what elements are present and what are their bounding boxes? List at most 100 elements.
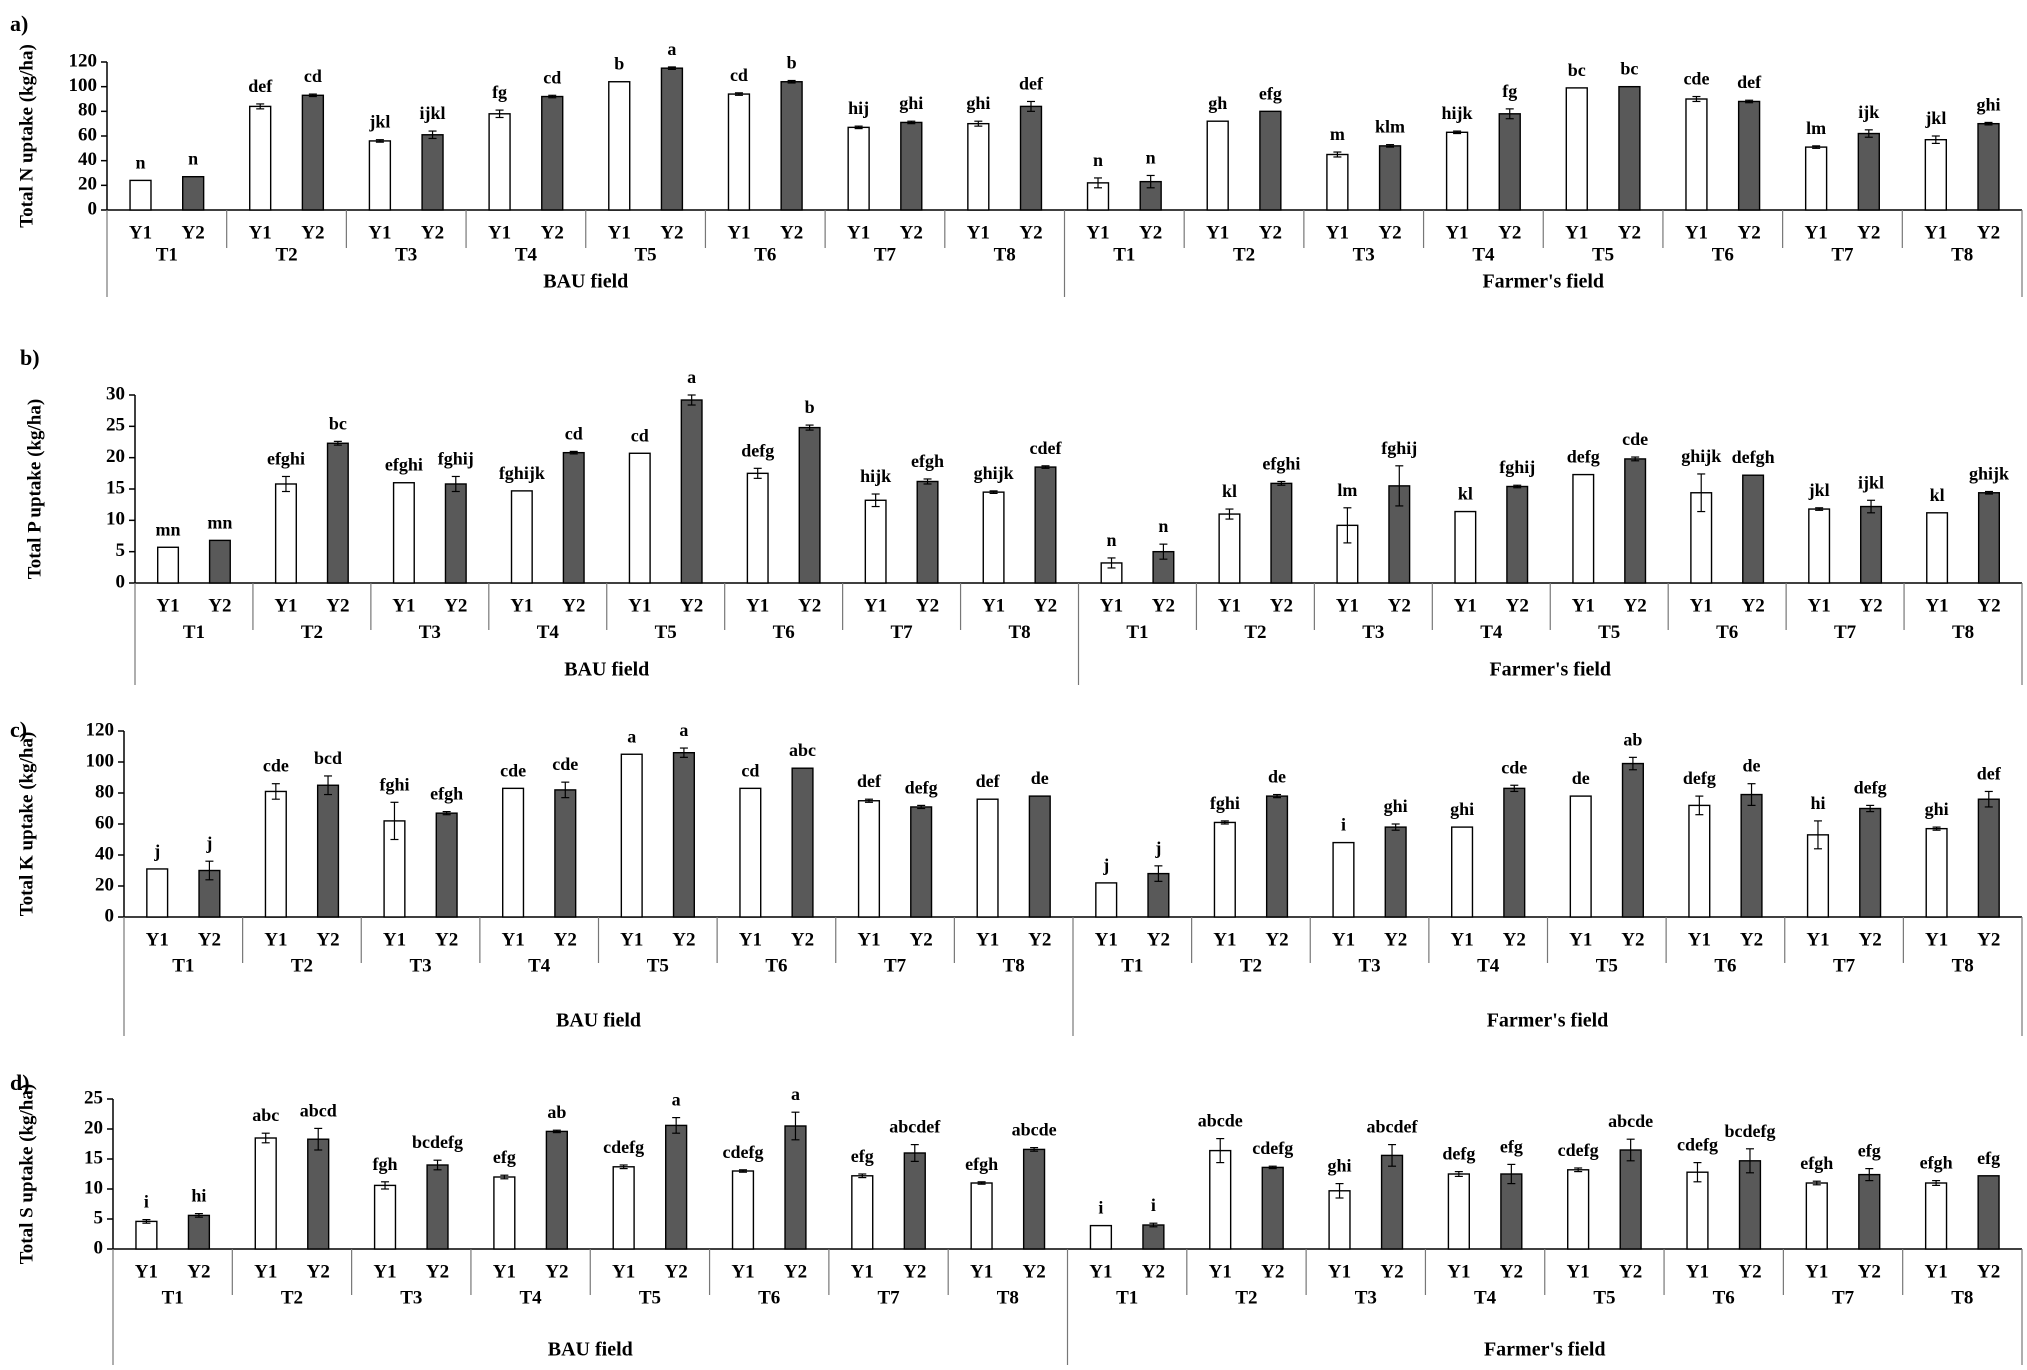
significance-letter: kl — [1222, 481, 1237, 501]
year-label: Y1 — [1336, 595, 1359, 616]
treatment-label: T5 — [1598, 622, 1620, 643]
y-tick-label: 60 — [95, 812, 114, 833]
treatment-label: T8 — [1952, 622, 1974, 643]
significance-letter: fghijk — [499, 463, 545, 483]
year-label: Y2 — [1270, 595, 1293, 616]
y-tick-label: 10 — [106, 509, 125, 530]
year-label: Y1 — [1565, 222, 1588, 243]
treatment-label: T3 — [1353, 244, 1375, 265]
significance-letter: fghi — [1210, 793, 1240, 813]
bar — [1270, 482, 1293, 584]
y-tick-label: 20 — [78, 174, 97, 195]
year-label: Y2 — [1380, 1261, 1403, 1282]
significance-letter: cdefg — [1252, 1138, 1293, 1158]
significance-letter: cd — [741, 760, 759, 780]
year-label: Y2 — [198, 929, 221, 950]
year-label: Y1 — [1806, 929, 1829, 950]
y-tick-label: 15 — [84, 1147, 103, 1168]
year-label: Y1 — [1213, 929, 1236, 950]
year-label: Y1 — [1925, 929, 1948, 950]
year-label: Y2 — [910, 929, 933, 950]
bar — [1500, 1173, 1523, 1250]
significance-letter: n — [1093, 150, 1103, 170]
bar — [1380, 1154, 1404, 1250]
year-label: Y2 — [1977, 595, 2000, 616]
year-label: Y2 — [554, 929, 577, 950]
significance-letter: ghi — [1976, 94, 2000, 114]
bar — [727, 93, 751, 211]
significance-letter: ghi — [1925, 799, 1949, 819]
bar — [660, 67, 684, 211]
significance-letter: mn — [156, 519, 181, 539]
year-label: Y1 — [1685, 222, 1708, 243]
significance-letter: fgh — [373, 1154, 398, 1174]
significance-letter: defg — [741, 440, 774, 460]
year-label: Y2 — [187, 1261, 210, 1282]
year-label: Y1 — [851, 1261, 874, 1282]
treatment-label: T7 — [891, 622, 914, 643]
y-tick-label: 0 — [116, 571, 126, 592]
bar — [421, 134, 444, 211]
bar — [182, 175, 205, 211]
bar — [1859, 807, 1882, 918]
significance-letter: cd — [304, 66, 322, 86]
year-label: Y1 — [501, 929, 524, 950]
field-label: BAU field — [556, 1010, 641, 1032]
treatment-label: T7 — [884, 955, 907, 976]
year-label: Y1 — [628, 595, 651, 616]
bar — [444, 483, 467, 584]
significance-letter: jkl — [368, 112, 390, 132]
significance-letter: j — [1102, 855, 1109, 875]
chart-panel-3: c)Total K uptake (kg/ha) 0 20 40 60 80 100 120 B… — [10, 717, 2023, 1036]
significance-letter: ijk — [1858, 102, 1879, 122]
year-label: Y2 — [545, 1261, 568, 1282]
year-label: Y1 — [493, 1261, 516, 1282]
significance-letter: cde — [500, 760, 526, 780]
year-label: Y1 — [1326, 222, 1349, 243]
bar — [301, 94, 325, 211]
year-label: Y2 — [444, 595, 467, 616]
significance-letter: mn — [207, 512, 232, 532]
year-label: Y1 — [373, 1261, 396, 1282]
y-tick-label: 5 — [116, 540, 126, 561]
y-tick-label: 100 — [86, 750, 115, 771]
significance-letter: def — [1977, 763, 2002, 783]
bar — [1804, 146, 1828, 211]
significance-letter: def — [1019, 73, 1044, 93]
treatment-label: T2 — [281, 1287, 303, 1308]
bar — [665, 1124, 688, 1250]
bar — [1028, 795, 1051, 918]
bar — [1860, 505, 1883, 584]
bar — [620, 753, 643, 918]
year-label: Y2 — [1738, 1261, 1761, 1282]
bar — [392, 482, 415, 584]
significance-letter: a — [672, 1090, 681, 1110]
y-tick-label: 80 — [95, 781, 114, 802]
significance-letter: abc — [252, 1105, 279, 1125]
y-tick-label: 60 — [78, 124, 97, 145]
significance-letter: defg — [1683, 768, 1716, 788]
significance-letter: b — [614, 54, 624, 74]
treatment-label: T4 — [537, 622, 560, 643]
significance-letter: efgh — [430, 784, 463, 804]
y-tick-label: 0 — [94, 1237, 104, 1258]
treatment-label: T3 — [1362, 622, 1384, 643]
significance-letter: cdefg — [1558, 1140, 1599, 1160]
bar — [916, 480, 939, 584]
significance-letter: a — [687, 367, 696, 387]
bar — [791, 767, 814, 918]
significance-letter: cde — [552, 754, 578, 774]
year-label: Y1 — [739, 929, 762, 950]
year-label: Y2 — [900, 222, 923, 243]
significance-letter: defg — [1567, 447, 1600, 467]
bar — [1805, 1182, 1828, 1250]
significance-letter: lm — [1337, 480, 1357, 500]
field-label: Farmer's field — [1484, 1339, 1606, 1361]
treatment-label: T4 — [1474, 1287, 1497, 1308]
bar — [435, 812, 458, 918]
significance-letter: b — [787, 53, 797, 73]
significance-letter: efgh — [1800, 1153, 1833, 1173]
bar — [1621, 762, 1644, 918]
year-label: Y2 — [435, 929, 458, 950]
bar — [1686, 1171, 1709, 1250]
